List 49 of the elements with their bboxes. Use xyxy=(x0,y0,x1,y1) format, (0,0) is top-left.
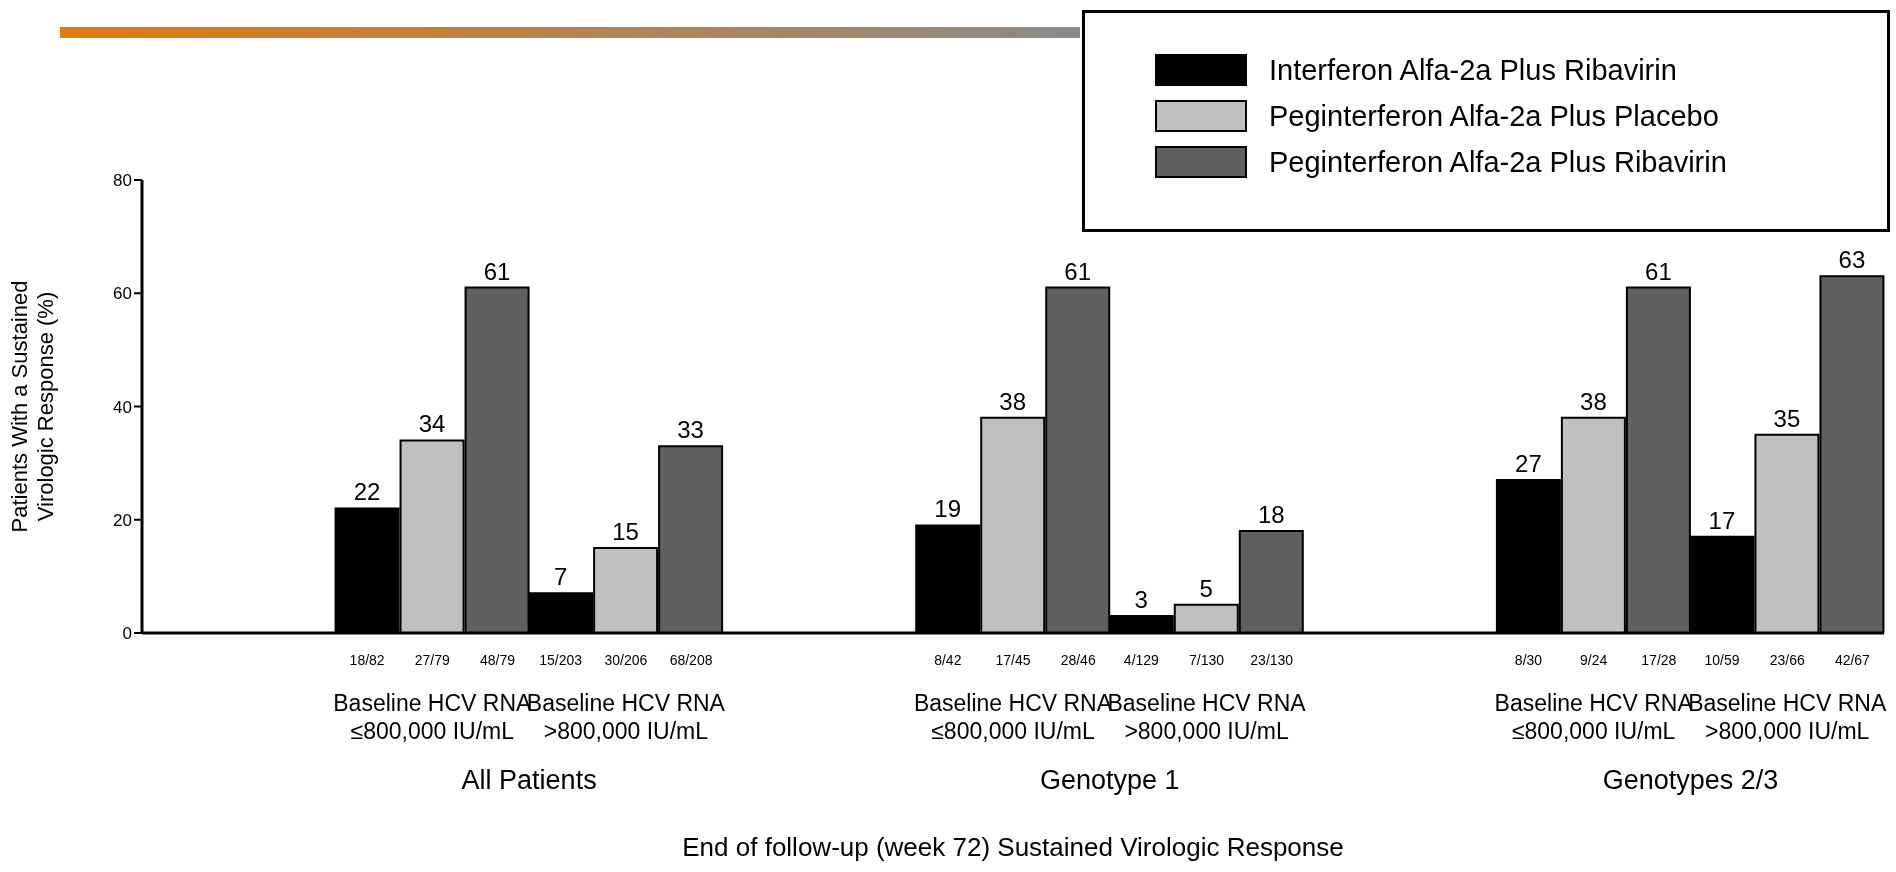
text: 7/130 xyxy=(1189,652,1225,668)
data-label: 61 xyxy=(1064,257,1092,285)
text: Genotypes 2/3 xyxy=(1602,765,1779,795)
data-label: 27 xyxy=(1515,450,1542,478)
text: 28/46 xyxy=(1060,652,1096,668)
text: 15/203 xyxy=(539,652,583,668)
text: 42/67 xyxy=(1834,652,1871,668)
legend-label: Peginterferon Alfa-2a Plus Ribavirin xyxy=(1269,145,1727,179)
text: 27/79 xyxy=(414,652,451,668)
y-tick-label: 60 xyxy=(113,284,132,304)
y-tick-label: 40 xyxy=(113,397,132,417)
data-label: 61 xyxy=(1645,257,1672,285)
text: 68/208 xyxy=(669,652,713,668)
y-tick-label: 80 xyxy=(113,171,132,191)
data-label: 38 xyxy=(999,387,1027,415)
text: 48/79 xyxy=(480,652,516,668)
data-label: 3 xyxy=(1134,586,1148,614)
text: 17/45 xyxy=(995,652,1031,668)
text: 30/206 xyxy=(604,652,648,668)
y-tick-label: 20 xyxy=(113,510,132,530)
y-tick-label: 0 xyxy=(122,624,132,644)
data-label: 33 xyxy=(677,416,704,444)
data-label: 18 xyxy=(1257,501,1285,529)
text: 10/59 xyxy=(1704,652,1740,668)
data-label: 5 xyxy=(1199,574,1213,602)
text: 23/66 xyxy=(1769,652,1805,668)
text: 4/129 xyxy=(1123,652,1160,668)
data-label: 22 xyxy=(353,478,381,506)
text: 8/42 xyxy=(934,652,962,668)
legend-label: Interferon Alfa-2a Plus Ribavirin xyxy=(1269,53,1677,87)
data-label: 38 xyxy=(1580,387,1607,415)
data-label: 34 xyxy=(418,410,446,438)
text: 23/130 xyxy=(1250,652,1294,668)
text: All Patients xyxy=(461,765,597,795)
data-label: 7 xyxy=(553,563,568,591)
legend-label: Peginterferon Alfa-2a Plus Placebo xyxy=(1269,99,1719,133)
text: Genotype 1 xyxy=(1039,765,1180,795)
text: 18/82 xyxy=(349,652,385,668)
data-label: 19 xyxy=(934,495,962,523)
text: 17/28 xyxy=(1641,652,1677,668)
data-label: 63 xyxy=(1838,246,1866,274)
data-label: 15 xyxy=(612,518,639,546)
data-label: 17 xyxy=(1708,506,1736,534)
text: 8/30 xyxy=(1514,652,1543,668)
text: 9/24 xyxy=(1580,652,1608,668)
data-label: 35 xyxy=(1773,404,1801,432)
x-axis-title: End of follow-up (week 72) Sustained Virologic Response xyxy=(682,832,1344,862)
data-label: 61 xyxy=(483,257,511,285)
y-axis-title: Patients With a Sustained Virologic Response (%) xyxy=(7,280,58,533)
